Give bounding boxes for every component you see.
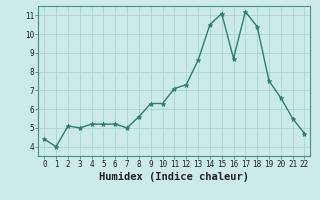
X-axis label: Humidex (Indice chaleur): Humidex (Indice chaleur) bbox=[100, 172, 249, 182]
